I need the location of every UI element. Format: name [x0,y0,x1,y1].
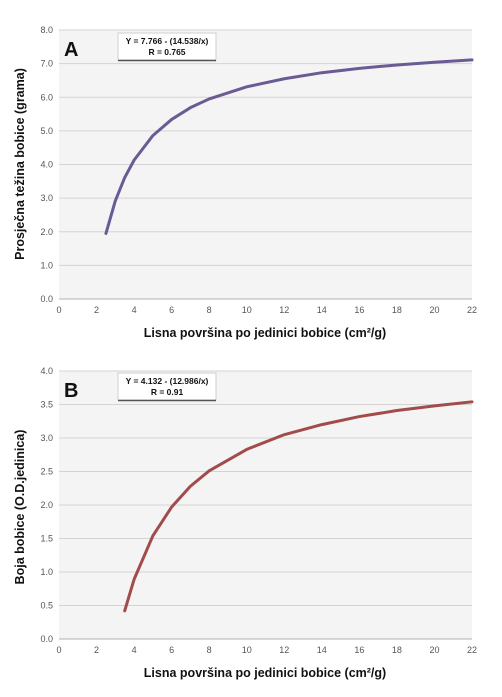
x-tick-label: 14 [317,645,327,655]
y-tick-label: 3.5 [40,400,53,410]
y-tick-label: 6.0 [40,92,53,102]
x-tick-label: 2 [94,305,99,315]
y-tick-label: 0.0 [40,634,53,644]
x-tick-label: 14 [317,305,327,315]
series-line-a [104,58,474,235]
equation-text-a: Y = 7.766 - (14.538/x) [126,36,209,46]
equation-box-b: Y = 4.132 - (12.986/x) R = 0.91 [117,372,217,402]
series-a [104,58,474,235]
x-tick-label: 8 [207,305,212,315]
y-tick-label: 2.0 [40,500,53,510]
x-tick-label: 20 [429,645,439,655]
series-line-b [123,400,474,613]
x-tick-label: 12 [279,645,289,655]
chart-panel-a: 0.0 1.0 2.0 3.0 4.0 5.0 6.0 7.0 8.0 0 2 4 6 8 10 12 14 1… [13,25,477,340]
panel-letter-b: B [64,380,78,402]
chart-panel-b: 0.0 0.5 1.0 1.5 2.0 2.5 3.0 3.5 4.0 0 2 4 6 8 10 12 14 1… [13,366,477,680]
r-value-text-b: R = 0.91 [151,387,184,397]
x-tick-label: 0 [56,305,61,315]
y-tick-label: 8.0 [40,25,53,35]
x-tick-label: 22 [467,305,477,315]
equation-text-b: Y = 4.132 - (12.986/x) [126,376,209,386]
x-tick-label: 12 [279,305,289,315]
x-tick-label: 18 [392,305,402,315]
x-tick-label: 16 [354,645,364,655]
y-tick-label: 1.0 [40,260,53,270]
y-tick-labels-a: 0.0 1.0 2.0 3.0 4.0 5.0 6.0 7.0 8.0 [40,25,53,304]
y-tick-label: 0.0 [40,294,53,304]
x-tick-label: 4 [132,645,137,655]
x-tick-label: 20 [429,305,439,315]
series-b [123,400,474,613]
x-tick-label: 6 [169,305,174,315]
x-tick-label: 8 [207,645,212,655]
x-tick-label: 2 [94,645,99,655]
x-tick-label: 4 [132,305,137,315]
y-tick-label: 3.0 [40,193,53,203]
y-tick-label: 1.0 [40,567,53,577]
y-tick-label: 2.0 [40,227,53,237]
y-tick-label: 5.0 [40,126,53,136]
y-tick-label: 7.0 [40,59,53,69]
y-axis-label-b: Boja bobice (O.D.jedinica) [13,430,27,585]
x-axis-label-b: Lisna površina po jedinici bobice (cm²/g… [144,666,386,680]
x-tick-label: 22 [467,645,477,655]
r-value-text-a: R = 0.765 [148,47,185,57]
x-tick-label: 0 [56,645,61,655]
y-tick-label: 3.0 [40,433,53,443]
y-tick-label: 2.5 [40,467,53,477]
x-tick-label: 6 [169,645,174,655]
equation-box-a: Y = 7.766 - (14.538/x) R = 0.765 [117,32,217,62]
y-tick-labels-b: 0.0 0.5 1.0 1.5 2.0 2.5 3.0 3.5 4.0 [40,366,53,644]
x-tick-labels-a: 0 2 4 6 8 10 12 14 16 18 20 22 [56,305,477,315]
y-tick-label: 4.0 [40,160,53,170]
x-tick-label: 18 [392,645,402,655]
y-tick-label: 1.5 [40,534,53,544]
y-tick-label: 0.5 [40,601,53,611]
y-tick-label: 4.0 [40,366,53,376]
x-tick-label: 16 [354,305,364,315]
x-tick-label: 10 [242,305,252,315]
panel-letter-a: A [64,39,78,61]
x-tick-labels-b: 0 2 4 6 8 10 12 14 16 18 20 22 [56,645,477,655]
x-tick-label: 10 [242,645,252,655]
y-axis-label-a: Prosječna težina bobice (grama) [13,68,27,260]
x-axis-label-a: Lisna površina po jedinici bobice (cm²/g… [144,326,386,340]
